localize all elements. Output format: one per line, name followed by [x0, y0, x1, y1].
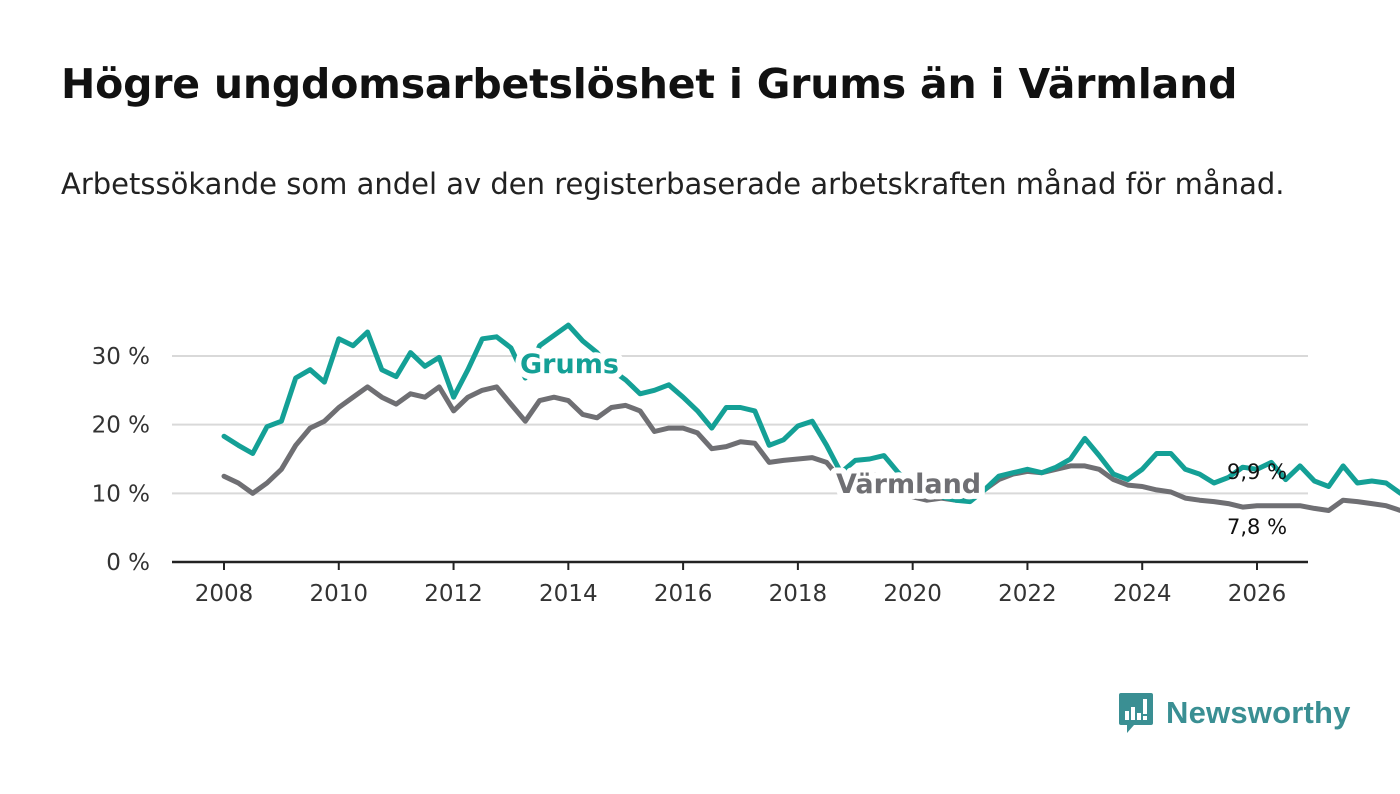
series-label-grums: Grums	[520, 349, 619, 380]
newsworthy-logo: Newsworthy	[1118, 690, 1351, 736]
x-tick-label: 2024	[1113, 581, 1172, 607]
x-tick-label: 2016	[654, 581, 713, 607]
series-labels: Grums Värmland 9,9 % 7,8 %	[514, 343, 1287, 539]
chart-subtitle: Arbetssökande som andel av den registerb…	[61, 167, 1285, 201]
x-tick-label: 2010	[310, 581, 369, 607]
x-tick-label: 2008	[195, 581, 254, 607]
end-value-label-varmland: 7,8 %	[1227, 515, 1287, 539]
y-tick-label: 20 %	[92, 413, 150, 439]
y-tick-label: 10 %	[92, 481, 150, 507]
line-chart: 0 % 10 % 20 % 30 % 2008 2010 2012 2014 2016 2018…	[92, 322, 1400, 607]
x-tick-label: 2014	[539, 581, 598, 607]
end-value-label-grums: 9,9 %	[1227, 460, 1287, 484]
x-axis: 2008 2010 2012 2014 2016 2018 2020 2022 2024 2026	[172, 560, 1308, 607]
gridlines	[172, 355, 1308, 495]
chart-title: Högre ungdomsarbetslöshet i Grums än i V…	[61, 60, 1238, 108]
newsworthy-logo-icon	[1119, 693, 1153, 733]
series-lines	[221, 322, 1400, 513]
x-tick-label: 2018	[769, 581, 828, 607]
series-label-varmland: Värmland	[836, 469, 981, 500]
x-tick-label: 2020	[883, 581, 942, 607]
series-line-grums	[221, 322, 1400, 505]
newsworthy-logo-text: Newsworthy	[1166, 695, 1351, 730]
x-tick-label: 2012	[424, 581, 483, 607]
x-tick-label: 2022	[998, 581, 1057, 607]
y-tick-label: 30 %	[92, 344, 150, 370]
series-line-varmland	[221, 384, 1400, 513]
y-tick-label: 0 %	[106, 550, 150, 576]
x-tick-label: 2026	[1228, 581, 1287, 607]
y-axis-ticks: 0 % 10 % 20 % 30 %	[92, 344, 150, 576]
